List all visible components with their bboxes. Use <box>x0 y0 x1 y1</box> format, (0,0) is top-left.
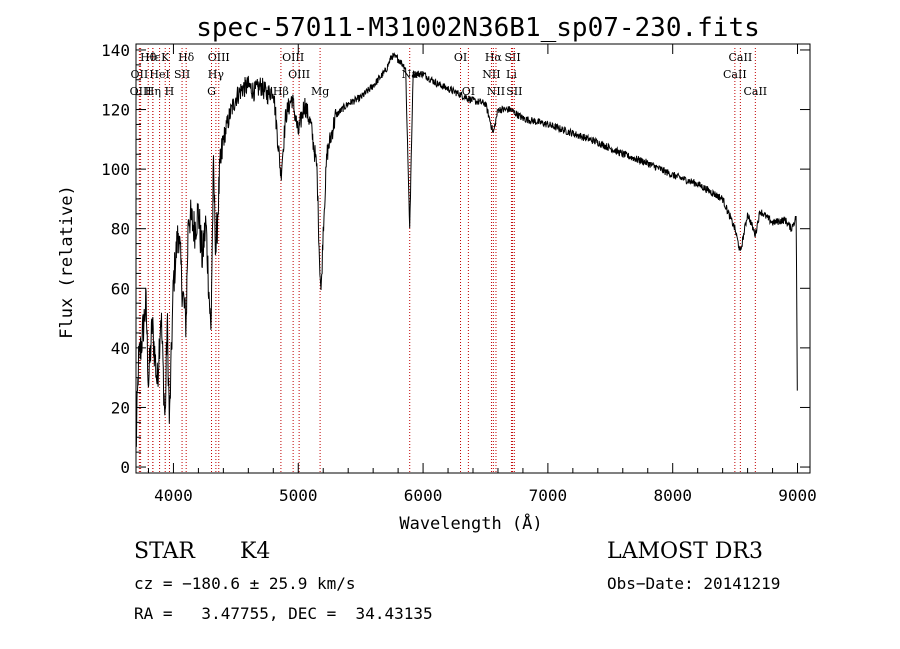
y-tick-label: 120 <box>101 101 130 120</box>
observation-date: Obs−Date: 20141219 <box>607 574 781 593</box>
y-tick-label: 40 <box>111 339 130 358</box>
chart-title: spec-57011-M31002N36B1_sp07-230.fits <box>196 13 760 43</box>
y-tick-label: 20 <box>111 398 130 417</box>
y-tick-label: 80 <box>111 220 130 239</box>
line-label: Mg <box>311 85 329 98</box>
y-tick-label: 60 <box>111 279 130 298</box>
survey-name: LAMOST DR3 <box>607 539 763 564</box>
spectrum-line <box>135 52 798 448</box>
x-axis-ticks: 4000 5000 6000 7000 8000 9000 <box>147 44 817 505</box>
y-axis-ticks: 0 20 40 60 80 100 120 140 <box>101 41 810 477</box>
line-label: OIII <box>208 51 230 64</box>
line-label: OIII <box>288 68 310 81</box>
y-tick-label: 100 <box>101 160 130 179</box>
line-label: H <box>165 85 175 98</box>
line-label: Hδ <box>178 51 195 64</box>
line-label: SII <box>504 51 520 64</box>
y-axis-label: Flux (relative) <box>57 185 77 339</box>
line-label: CaII <box>743 85 767 98</box>
line-label: Hη <box>145 85 161 98</box>
x-tick-label: 5000 <box>279 486 318 505</box>
line-label: Hβ <box>273 85 289 98</box>
line-label: Li <box>506 68 517 81</box>
line-label: NII <box>487 85 505 98</box>
line-label: OIII <box>282 51 304 64</box>
object-subclass: K4 <box>240 539 271 564</box>
line-label: CaII <box>729 51 753 64</box>
line-label: OII <box>131 68 149 81</box>
y-tick-label: 140 <box>101 41 130 60</box>
line-label: SII <box>506 85 522 98</box>
x-tick-label: 9000 <box>778 486 817 505</box>
x-axis-label: Wavelength (Å) <box>399 512 542 534</box>
line-label: HeI <box>149 68 169 81</box>
line-label: K <box>161 51 170 64</box>
line-label: OIII <box>130 85 152 98</box>
line-label: NII <box>482 68 500 81</box>
plot-frame <box>135 43 811 474</box>
x-tick-label: 4000 <box>154 486 193 505</box>
line-label: OI <box>454 51 467 64</box>
x-tick-label: 6000 <box>404 486 443 505</box>
line-label: Hγ <box>208 68 225 81</box>
line-label: CaII <box>723 68 747 81</box>
line-label: G <box>207 85 216 98</box>
object-class: STAR <box>134 539 195 564</box>
line-label: SII <box>174 68 190 81</box>
line-label: Hα <box>485 51 503 64</box>
redshift-cz: cz = −180.6 ± 25.9 km/s <box>134 574 356 593</box>
x-tick-label: 8000 <box>653 486 692 505</box>
line-label: OI <box>462 85 475 98</box>
ra-dec: RA = 3.47755, DEC = 34.43135 <box>134 604 433 623</box>
x-tick-label: 7000 <box>529 486 568 505</box>
y-tick-label: 0 <box>120 458 130 477</box>
